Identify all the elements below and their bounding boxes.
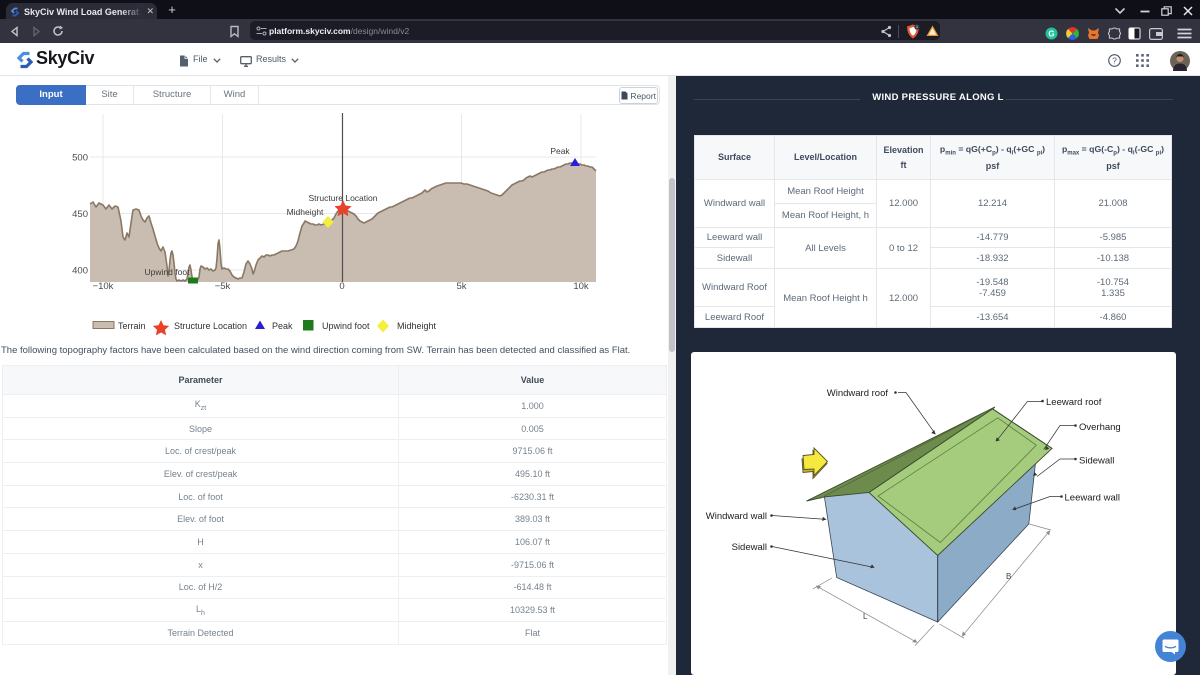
svg-text:Terrain: Terrain (118, 321, 146, 331)
svg-text:Peak: Peak (272, 321, 293, 331)
svg-text:Leeward roof: Leeward roof (1046, 397, 1102, 408)
svg-text:0: 0 (339, 281, 344, 292)
svg-text:Leeward wall: Leeward wall (1065, 493, 1120, 504)
svg-text:?: ? (1112, 55, 1117, 65)
svg-text:400: 400 (72, 266, 88, 277)
svg-text:Windward wall: Windward wall (706, 511, 767, 522)
svg-text:−10k: −10k (93, 281, 114, 292)
svg-text:Upwind foot: Upwind foot (322, 321, 370, 331)
svg-text:Sidewall: Sidewall (1079, 456, 1114, 467)
svg-text:Overhang: Overhang (1079, 422, 1121, 433)
svg-text:Structure Location: Structure Location (309, 193, 378, 203)
svg-text:Upwind foot: Upwind foot (145, 267, 191, 277)
svg-text:1: 1 (916, 24, 919, 29)
svg-text:Peak: Peak (550, 146, 570, 156)
svg-text:Structure Location: Structure Location (174, 321, 247, 331)
svg-text:G: G (1048, 29, 1054, 38)
svg-text:500: 500 (72, 153, 88, 164)
svg-text:Sidewall: Sidewall (732, 542, 767, 553)
svg-text:10k: 10k (573, 281, 589, 292)
svg-text:L: L (863, 612, 868, 621)
svg-text:450: 450 (72, 209, 88, 220)
svg-text:−5k: −5k (215, 281, 231, 292)
svg-text:5k: 5k (456, 281, 466, 292)
svg-text:Midheight: Midheight (287, 207, 324, 217)
svg-text:Windward roof: Windward roof (827, 388, 889, 399)
svg-text:Midheight: Midheight (397, 321, 437, 331)
svg-text:B: B (1006, 572, 1011, 581)
